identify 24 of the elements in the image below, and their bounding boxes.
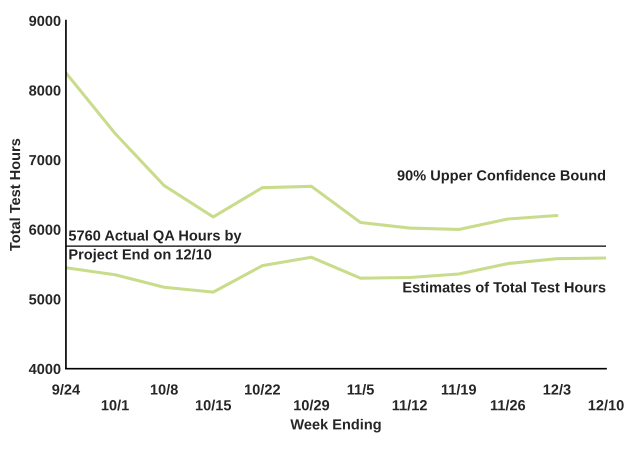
y-tick-label: 7000 — [29, 154, 60, 166]
x-tick-label: 11/26 — [490, 400, 526, 411]
x-axis-title: Week Ending — [290, 418, 381, 432]
ref-line-label: 5760 Actual QA Hours by Project End on 12/10 — [68, 230, 242, 262]
x-tick-label: 11/19 — [442, 384, 476, 395]
text: 90% Upper Confidence Bound — [397, 170, 606, 184]
x-tick-label: 10/29 — [294, 400, 330, 411]
y-axis-title: Total Test Hours — [9, 138, 20, 251]
x-tick-label: 12/10 — [588, 400, 624, 411]
x-tick-label: 10/1 — [102, 400, 129, 411]
x-tick-label: 12/3 — [544, 384, 571, 395]
x-tick-label: 11/5 — [348, 384, 374, 395]
x-tick-label: 10/15 — [196, 400, 232, 411]
y-tick-label: 8000 — [29, 85, 60, 96]
y-tick-label: 6000 — [29, 224, 60, 235]
x-tick-label: 9/24 — [52, 384, 80, 395]
x-tick-label: 11/12 — [392, 400, 427, 411]
x-tick-label: 10/22 — [245, 384, 280, 395]
y-tick-label: 5000 — [29, 294, 60, 304]
series-label: Estimates of Total Test Hours — [403, 282, 606, 292]
y-tick-label: 9000 — [29, 16, 60, 26]
y-tick-label: 4000 — [28, 364, 60, 374]
line-series — [66, 71, 558, 231]
x-tick-label: 10/8 — [150, 384, 178, 395]
